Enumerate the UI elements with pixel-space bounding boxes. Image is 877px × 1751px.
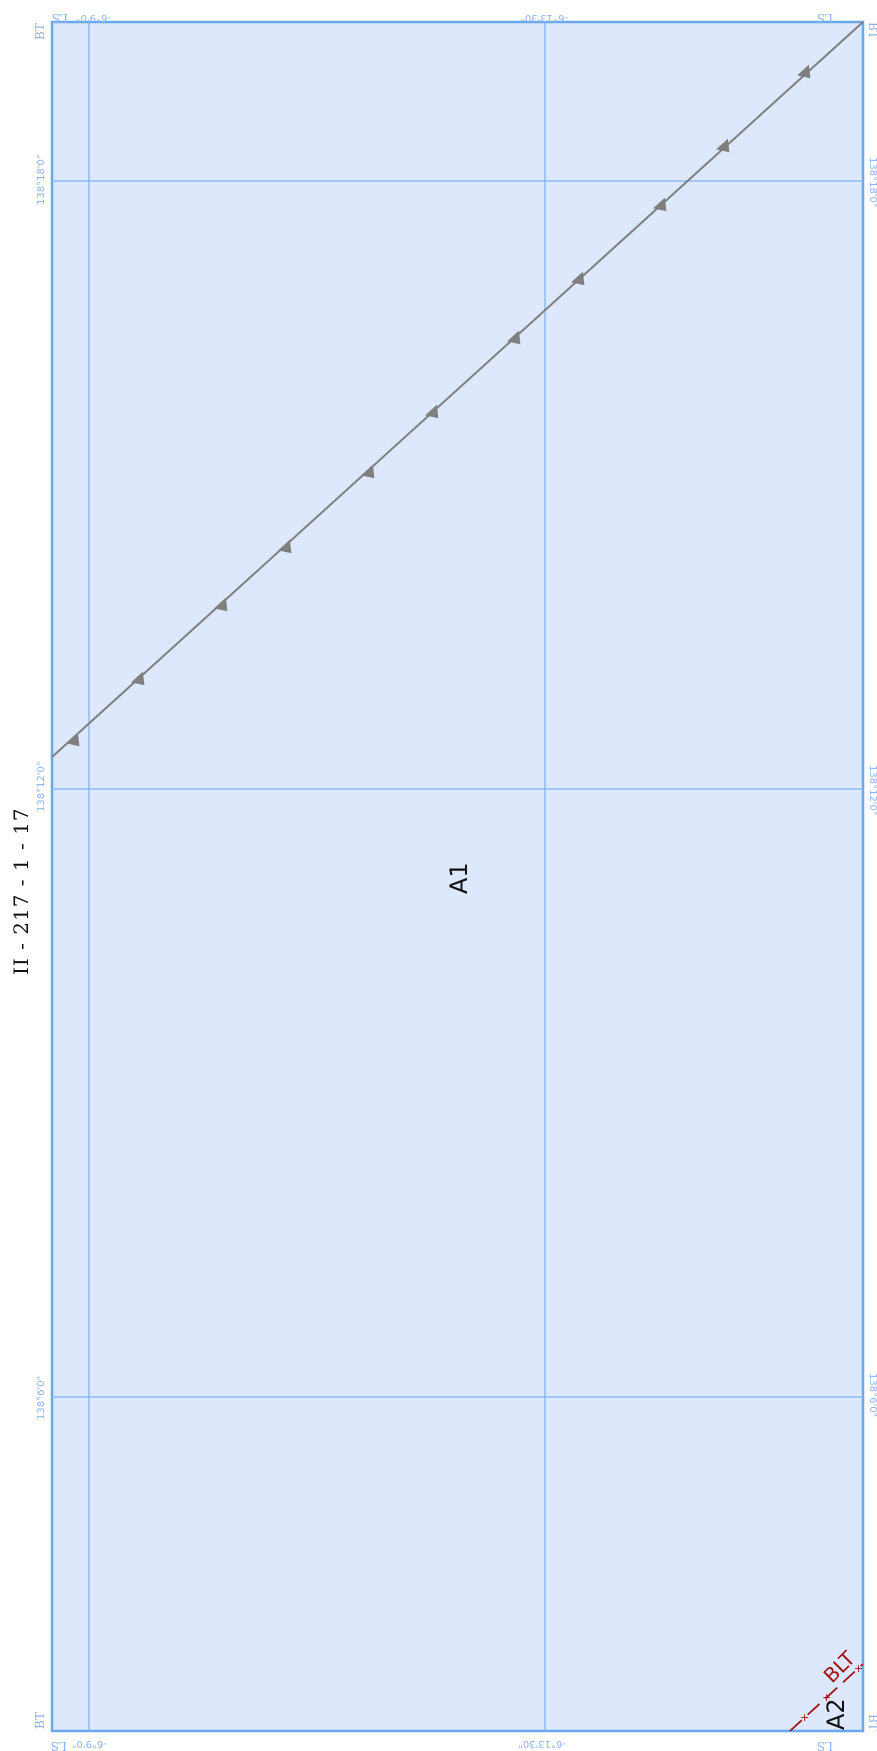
thrust-fault-teeth [66, 64, 811, 747]
corner-label-top-left-b: LS [52, 11, 68, 25]
fault-tooth [361, 464, 375, 479]
grid-label-right-mid: 138°12'0" [867, 765, 877, 816]
grid-label-top-mid: -6°13'30" [520, 12, 568, 23]
corner-label-bottom-right-a: LS [817, 1739, 833, 1751]
corner-label-top-right-a: LS [817, 11, 833, 25]
corner-label-bottom-left-a: BT [33, 1712, 47, 1729]
corner-label-bottom-left-b: LS [51, 1739, 67, 1751]
plus-marker: + [822, 1691, 831, 1704]
plus-marker: + [800, 1711, 809, 1724]
fault-tooth [425, 404, 439, 419]
grid-label-left-lower: 138°6'0" [36, 1376, 47, 1420]
grid-label-bottom-mid: -6°13'30" [518, 1738, 566, 1749]
map-frame [50, 20, 865, 1733]
corner-label-top-right-b: BT [866, 22, 877, 39]
area-label-a1: A1 [445, 862, 473, 894]
grid-label-right-lower: 138°6'0" [867, 1373, 877, 1417]
grid-label-left-mid: 138°12'0" [36, 761, 47, 812]
fault-tooth [507, 330, 521, 345]
graticule [52, 22, 863, 1731]
grid-label-right-upper: 138°18'0" [867, 157, 877, 208]
fault-tooth [214, 597, 228, 612]
grid-label-bottom-left: -6°9'0" [72, 1738, 107, 1749]
grid-label-left-upper: 138°18'0" [36, 154, 47, 205]
fault-tooth [278, 539, 292, 554]
fault-tooth [797, 64, 811, 79]
boundary-line: + + + [789, 1662, 864, 1732]
corner-label-bottom-right-b: BT [866, 1714, 877, 1731]
map-title: II - 217 - 1 - 17 [9, 807, 33, 975]
fault-tooth [66, 732, 80, 747]
fault-tooth [716, 138, 730, 153]
fault-tooth [571, 271, 585, 286]
plus-marker: + [854, 1662, 863, 1675]
area-label-a2: A2 [822, 1698, 850, 1730]
fault-tooth [131, 671, 145, 686]
grid-label-top-left: -6°9'0" [76, 12, 111, 23]
corner-label-top-left-a: BT [33, 23, 47, 40]
fault-tooth [653, 197, 667, 212]
